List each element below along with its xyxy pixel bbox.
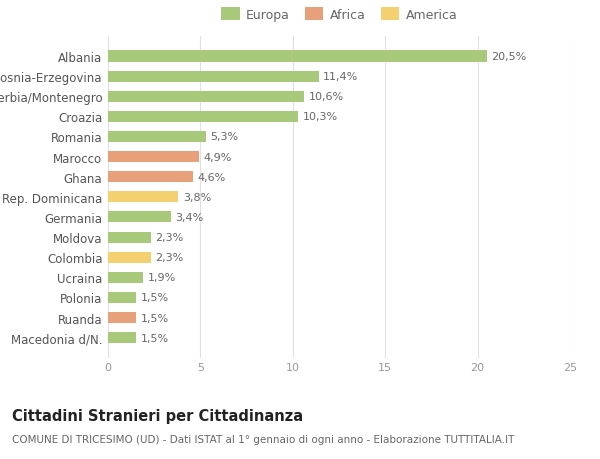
Bar — [108, 232, 151, 243]
Text: 5,3%: 5,3% — [211, 132, 239, 142]
Bar — [108, 172, 193, 183]
Text: 1,5%: 1,5% — [140, 293, 169, 303]
Text: 1,5%: 1,5% — [140, 313, 169, 323]
Bar — [108, 272, 143, 283]
Bar — [108, 332, 136, 343]
Text: 1,9%: 1,9% — [148, 273, 176, 283]
Text: 3,8%: 3,8% — [183, 192, 211, 202]
Bar — [108, 192, 178, 203]
Text: 3,4%: 3,4% — [175, 213, 204, 223]
Bar — [108, 51, 487, 62]
Text: 2,3%: 2,3% — [155, 252, 184, 263]
Legend: Europa, Africa, America: Europa, Africa, America — [218, 6, 460, 24]
Text: 10,6%: 10,6% — [308, 92, 344, 102]
Text: 10,3%: 10,3% — [303, 112, 338, 122]
Bar — [108, 112, 298, 123]
Text: COMUNE DI TRICESIMO (UD) - Dati ISTAT al 1° gennaio di ogni anno - Elaborazione : COMUNE DI TRICESIMO (UD) - Dati ISTAT al… — [12, 434, 514, 444]
Bar — [108, 151, 199, 163]
Bar — [108, 292, 136, 303]
Bar — [108, 132, 206, 143]
Text: Cittadini Stranieri per Cittadinanza: Cittadini Stranieri per Cittadinanza — [12, 409, 303, 424]
Bar — [108, 312, 136, 323]
Text: 4,9%: 4,9% — [203, 152, 232, 162]
Text: 4,6%: 4,6% — [197, 172, 226, 182]
Bar — [108, 252, 151, 263]
Bar — [108, 72, 319, 83]
Text: 2,3%: 2,3% — [155, 233, 184, 242]
Bar — [108, 91, 304, 102]
Text: 20,5%: 20,5% — [491, 52, 527, 62]
Text: 11,4%: 11,4% — [323, 72, 359, 82]
Text: 1,5%: 1,5% — [140, 333, 169, 343]
Bar — [108, 212, 171, 223]
